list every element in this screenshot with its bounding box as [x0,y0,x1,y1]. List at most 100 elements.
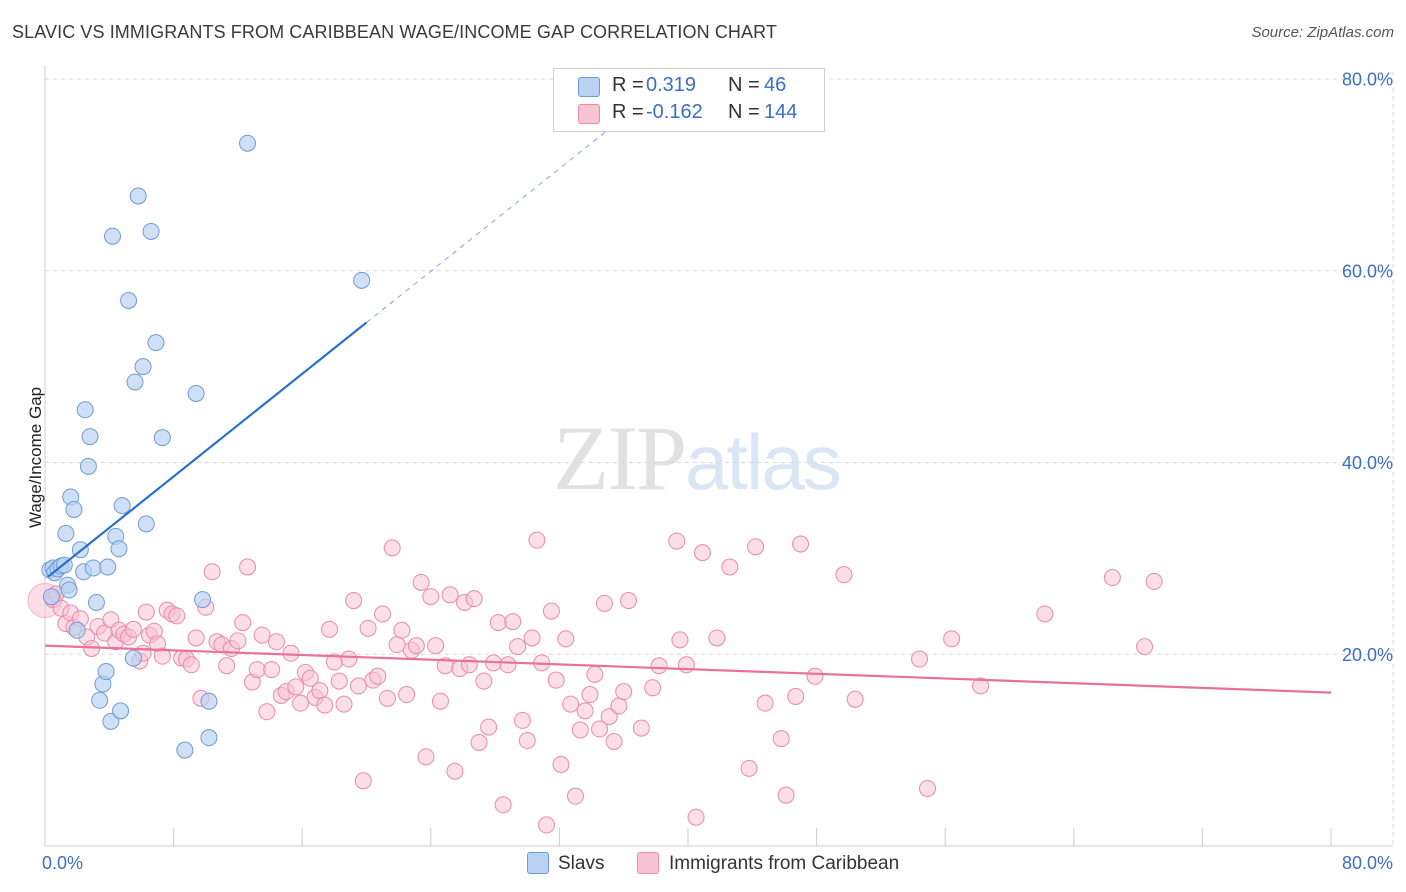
caribbean-point [547,671,565,689]
caribbean-point [378,689,396,707]
caribbean-point [187,629,205,647]
caribbean-point [1145,572,1163,590]
caribbean-point [693,544,711,562]
slavs-point [99,558,117,576]
caribbean-point [671,631,689,649]
trend-lines [44,116,1332,694]
caribbean-point [499,656,517,674]
tick-labels: 20.0% 40.0% 60.0% 80.0% 0.0% 80.0% [42,70,1393,874]
slavs-point [42,588,60,606]
slavs-point [200,729,218,747]
caribbean-point [321,620,339,638]
caribbean-point [345,592,363,610]
chart-title: SLAVIC VS IMMIGRANTS FROM CARIBBEAN WAGE… [12,22,777,42]
y-axis-label: Wage/Income Gap [26,386,45,528]
caribbean-point [919,779,937,797]
r-label: R = [612,74,644,96]
slavs-point [110,540,128,558]
caribbean-point [806,667,824,685]
slavs-point [65,500,83,518]
caribbean-point [600,708,618,726]
caribbean-point [287,678,305,696]
slavs-point [79,457,97,475]
caribbean-point [383,539,401,557]
caribbean-point [311,682,329,700]
slavs-point [97,663,115,681]
caribbean-point [504,613,522,631]
caribbean-point [489,614,507,632]
caribbean-point [431,692,449,710]
caribbean-point [248,661,266,679]
slavs-point [187,384,205,402]
caribbean-point [668,532,686,550]
slavs-point [239,134,257,152]
caribbean-point [581,686,599,704]
caribbean-point [229,632,247,650]
slavs-point [200,692,218,710]
slavs-point [134,358,152,376]
caribbean-point [354,772,372,790]
caribbean-point [591,720,609,738]
caribbean-point [513,711,531,729]
n-label: N = [728,74,760,96]
slavs-swatch [578,77,600,97]
caribbean-point [792,535,810,553]
caribbean-point [615,683,633,701]
caribbean-point [263,661,281,679]
y-tick-label: 80.0% [1342,70,1393,90]
caribbean-point [182,656,200,674]
caribbean-point [835,566,853,584]
n-value: 46 [764,74,787,96]
y-tick-label: 20.0% [1342,645,1393,665]
slavs-point [87,593,105,611]
x-tick-label: 0.0% [42,853,83,873]
caribbean-point [301,669,319,687]
slavs-point [104,227,122,245]
caribbean-point [708,629,726,647]
slavs-point [137,515,155,533]
slavs-point [60,581,78,599]
caribbean-point [571,721,589,739]
caribbean-point [349,677,367,695]
caribbean-point [359,619,377,637]
slavs-trend-line [47,321,368,578]
caribbean-point [267,633,285,651]
caribbean-point [687,808,705,826]
caribbean-point [562,695,580,713]
y-tick-label: 40.0% [1342,453,1393,473]
caribbean-point [239,558,257,576]
caribbean-point [523,629,541,647]
caribbean-point [518,732,536,750]
axes [44,66,1393,847]
slavs-legend-label: Slavs [558,853,605,874]
caribbean-point [972,677,990,695]
caribbean-point [777,786,795,804]
caribbean-point [340,650,358,668]
slavs-point [126,373,144,391]
y-tick-label: 60.0% [1342,261,1393,281]
caribbean-point [369,667,387,685]
caribbean-point [1103,569,1121,587]
slavs-point [353,271,371,289]
watermark-zip: ZIP [553,407,687,509]
correlation-legend: R = 0.319 N = 46 R = -0.162 N = 144 [553,68,825,132]
slavs-point [76,401,94,419]
caribbean-point [407,637,425,655]
slavs-point [91,691,109,709]
caribbean-point [787,687,805,705]
slavs-point [147,334,165,352]
slavs-point [68,621,86,639]
r-value: 0.319 [646,74,697,96]
slavs-point [120,291,138,309]
caribbean-point [465,590,483,608]
caribbean-point [475,672,493,690]
caribbean-legend-swatch [637,852,659,874]
source-label: Source: ZipAtlas.com [1251,24,1394,41]
caribbean-points [27,531,1163,834]
caribbean-point [632,719,650,737]
slavs-point [84,559,102,577]
caribbean-trend-line [44,644,1332,694]
caribbean-point [422,588,440,606]
slavs-trend-extension [366,116,625,323]
